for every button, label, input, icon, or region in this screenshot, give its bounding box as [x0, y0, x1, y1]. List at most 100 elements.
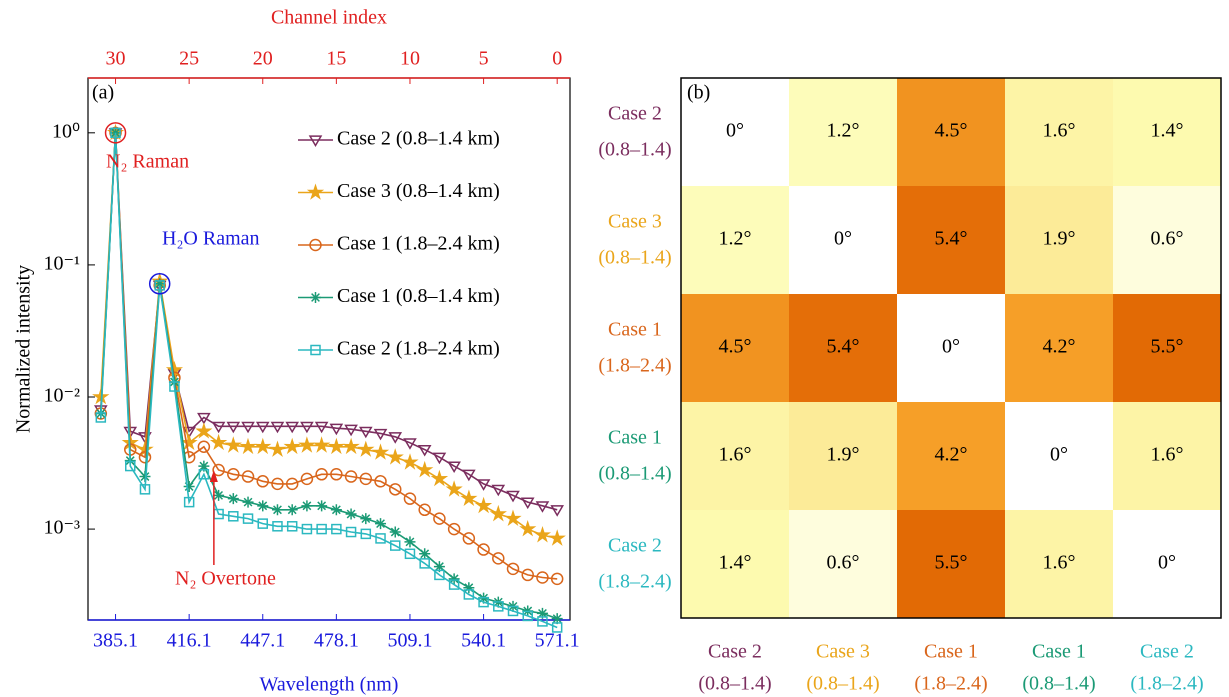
cell-label: 0° — [1158, 552, 1176, 574]
heatmap-frame — [680, 77, 1222, 619]
column-label: (0.8–1.4) — [806, 673, 879, 695]
data-point — [286, 521, 298, 532]
peak-circle — [148, 273, 171, 295]
row-label: Case 3 — [608, 211, 662, 233]
data-point — [448, 573, 460, 585]
data-point — [125, 460, 136, 472]
legend-label: Case 1 (1.8–2.4 km) — [337, 233, 500, 255]
annotation: H₂O Raman — [162, 228, 260, 250]
data-point — [138, 450, 152, 464]
peak-circle — [104, 122, 127, 144]
data-point — [432, 452, 447, 465]
data-point — [241, 421, 255, 434]
data-point — [342, 437, 360, 455]
data-point — [110, 127, 121, 139]
data-point — [285, 477, 299, 491]
row-label: (0.8–1.4) — [598, 247, 671, 269]
data-point — [418, 503, 431, 517]
data-point — [374, 475, 387, 488]
data-point — [550, 572, 564, 586]
data-point — [506, 562, 520, 576]
data-point — [371, 443, 390, 460]
annotation: N₂ Overtone — [175, 568, 276, 590]
cell-label: 1.9° — [1043, 228, 1076, 250]
heatmap-cell — [897, 186, 1005, 294]
x2-tick-label: 0 — [552, 48, 562, 70]
cell-label: 5.4° — [827, 336, 860, 358]
data-point — [478, 596, 489, 608]
heatmap-cell — [1005, 186, 1113, 294]
data-point — [268, 440, 287, 457]
data-point — [388, 483, 402, 496]
row-label: Case 2 — [608, 535, 662, 557]
data-point — [462, 469, 476, 482]
data-point — [139, 471, 151, 483]
x-tick-label: 416.1 — [167, 630, 212, 652]
data-point — [327, 437, 346, 455]
data-point — [504, 509, 522, 527]
data-point — [476, 479, 491, 491]
cell-label: 0° — [834, 228, 852, 250]
heatmap-cell — [681, 294, 789, 402]
cell-label: 0.6° — [827, 552, 860, 574]
x2-tick-label: 25 — [179, 48, 199, 70]
y-tick-label: 10⁻³ — [43, 517, 80, 539]
annotation: N₂ Raman — [106, 151, 189, 173]
cell-label: 1.2° — [719, 228, 752, 250]
heatmap-cell — [789, 510, 897, 618]
data-point — [254, 437, 272, 455]
data-point — [474, 496, 493, 514]
data-point — [433, 512, 446, 525]
data-point — [209, 433, 228, 451]
data-point — [270, 421, 285, 434]
data-point — [359, 472, 373, 486]
cell-label: 5.4° — [935, 228, 968, 250]
data-point — [257, 500, 269, 512]
y-axis-label: Normalized intensity — [13, 265, 35, 433]
data-point — [416, 460, 434, 478]
data-point — [462, 532, 476, 545]
data-point — [271, 477, 284, 491]
cell-label: 4.5° — [935, 120, 968, 142]
data-point — [197, 412, 211, 425]
column-label: Case 1 — [924, 641, 978, 663]
data-point — [430, 469, 449, 487]
row-label: (1.8–2.4) — [598, 571, 671, 593]
data-point — [139, 484, 151, 495]
heatmap-cell — [1113, 294, 1221, 402]
data-point — [389, 540, 401, 551]
heatmap-cell — [897, 78, 1005, 186]
data-point — [315, 468, 328, 481]
data-point — [386, 448, 404, 465]
data-point — [477, 543, 490, 556]
data-point — [272, 521, 283, 532]
data-point — [403, 438, 417, 450]
heatmap-cell — [789, 294, 897, 402]
data-point — [535, 501, 550, 513]
legend-label: Case 2 (1.8–2.4 km) — [337, 338, 500, 360]
cell-label: 1.6° — [1151, 444, 1184, 466]
data-point — [401, 453, 419, 470]
data-point — [533, 526, 552, 543]
x2-tick-label: 30 — [106, 48, 126, 70]
data-point — [417, 444, 432, 457]
data-point — [242, 496, 254, 508]
heatmap-cell — [1005, 78, 1113, 186]
data-point — [313, 436, 331, 453]
data-point — [329, 423, 344, 436]
data-point — [389, 526, 401, 538]
row-label: Case 1 — [608, 427, 662, 449]
data-point — [447, 522, 461, 536]
y-tick-label: 10⁻² — [43, 385, 80, 407]
data-point — [463, 582, 475, 594]
legend-marker — [306, 183, 325, 200]
data-point — [314, 421, 329, 434]
data-point — [375, 533, 386, 544]
data-point — [537, 616, 548, 627]
data-point — [226, 421, 241, 434]
heatmap-cell — [681, 78, 789, 186]
data-point — [345, 508, 357, 520]
data-point — [183, 481, 195, 493]
legend-marker — [310, 292, 321, 303]
